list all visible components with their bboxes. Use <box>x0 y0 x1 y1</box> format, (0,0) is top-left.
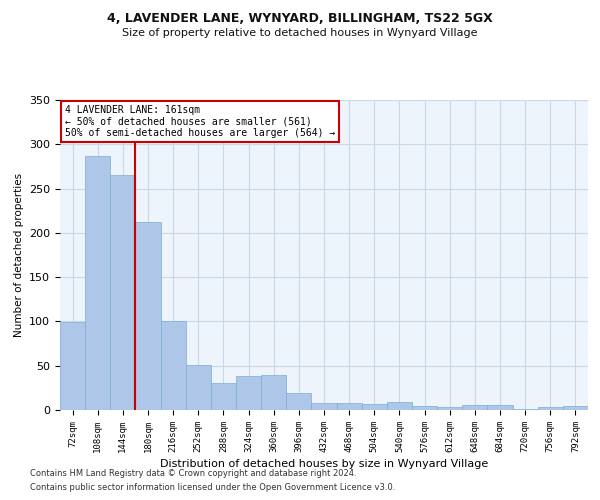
Bar <box>136 222 161 410</box>
Bar <box>462 404 487 410</box>
Y-axis label: Number of detached properties: Number of detached properties <box>14 173 23 337</box>
Text: 4, LAVENDER LANE, WYNYARD, BILLINGHAM, TS22 5GX: 4, LAVENDER LANE, WYNYARD, BILLINGHAM, T… <box>107 12 493 26</box>
Bar <box>387 402 412 410</box>
Bar <box>311 403 337 410</box>
Text: Contains public sector information licensed under the Open Government Licence v3: Contains public sector information licen… <box>30 484 395 492</box>
Text: Contains HM Land Registry data © Crown copyright and database right 2024.: Contains HM Land Registry data © Crown c… <box>30 468 356 477</box>
Bar <box>437 408 462 410</box>
Bar <box>362 404 387 410</box>
Bar <box>186 365 211 410</box>
Bar <box>60 322 85 410</box>
Text: 4 LAVENDER LANE: 161sqm
← 50% of detached houses are smaller (561)
50% of semi-d: 4 LAVENDER LANE: 161sqm ← 50% of detache… <box>65 104 335 138</box>
Bar <box>563 406 588 410</box>
Bar <box>211 384 236 410</box>
Bar <box>236 376 261 410</box>
Bar <box>261 374 286 410</box>
X-axis label: Distribution of detached houses by size in Wynyard Village: Distribution of detached houses by size … <box>160 459 488 469</box>
Bar <box>110 176 136 410</box>
Bar <box>337 403 362 410</box>
Bar <box>286 393 311 410</box>
Bar <box>85 156 110 410</box>
Bar <box>487 404 512 410</box>
Text: Size of property relative to detached houses in Wynyard Village: Size of property relative to detached ho… <box>122 28 478 38</box>
Bar <box>512 409 538 410</box>
Bar <box>538 408 563 410</box>
Bar <box>412 406 437 410</box>
Bar <box>161 320 186 410</box>
